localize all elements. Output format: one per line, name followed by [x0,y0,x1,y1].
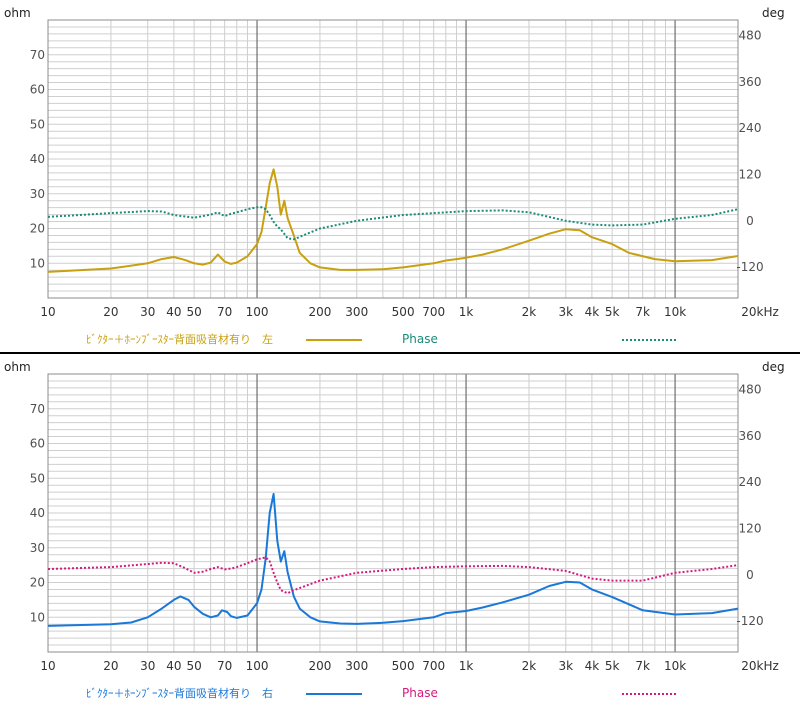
x-tick-label: 700 [422,659,445,673]
x-tick-label: 10 [40,659,55,673]
left-tick-label: 10 [30,610,45,624]
x-tick-label: 50 [186,305,201,319]
x-tick-label: 30 [140,659,155,673]
impedance-chart-right: ohm deg 10 20 30 40 50 60 70 -120 0 120 240 360 480 10 2… [4,360,785,700]
right-tick-label: 240 [739,121,762,135]
x-tick-label: 10k [664,305,686,319]
x-tick-label: 300 [345,305,368,319]
x-tick-label: 3k [558,659,573,673]
x-tick-label: 20 [103,659,118,673]
x-tick-label: 30 [140,305,155,319]
x-tick-label: 70 [217,305,232,319]
x-tick-label: 300 [345,659,368,673]
chart-divider [0,352,800,354]
left-tick-label: 20 [30,222,45,236]
left-tick-label: 10 [30,256,45,270]
right-axis-label: deg [762,6,785,20]
impedance-line [47,492,739,627]
x-tick-label: 1k [459,659,474,673]
x-tick-label: 5k [605,659,620,673]
x-tick-label: 100 [246,659,269,673]
x-tick-label: 100 [246,305,269,319]
left-tick-label: 30 [30,187,45,201]
x-tick-label: 700 [422,305,445,319]
x-tick-label: 20 [103,305,118,319]
phase-line [47,206,739,241]
x-tick-label: 2k [522,305,537,319]
x-tick-label: 20kHz [741,305,779,319]
x-tick-label: 50 [186,659,201,673]
x-tick-label: 500 [392,305,415,319]
right-tick-label: 480 [739,382,762,396]
x-tick-label: 10k [664,659,686,673]
plot-frame [47,19,739,299]
x-tick-label: 40 [166,659,181,673]
right-tick-label: -120 [736,614,763,628]
right-tick-label: 120 [739,521,762,535]
right-tick-label: 480 [739,28,762,42]
x-tick-label: 4k [585,305,600,319]
right-tick-label: 360 [739,429,762,443]
legend-impedance-label: ﾋﾞｸﾀｰ＋ﾎｰﾝﾌﾞｰｽﾀｰ背面吸音材有り 左 [86,332,273,346]
x-tick-label: 1k [459,305,474,319]
plot-frame [47,373,739,653]
x-tick-label: 20kHz [741,659,779,673]
x-tick-label: 7k [635,305,650,319]
left-tick-label: 40 [30,152,45,166]
left-axis-label: ohm [4,360,31,374]
x-tick-label: 7k [635,659,650,673]
x-tick-label: 10 [40,305,55,319]
right-tick-label: 120 [739,167,762,181]
left-tick-label: 50 [30,117,45,131]
phase-line [47,556,739,595]
x-tick-label: 5k [605,305,620,319]
x-tick-label: 70 [217,659,232,673]
x-tick-label: 200 [308,659,331,673]
right-tick-label: 360 [739,75,762,89]
right-tick-label: 0 [746,214,754,228]
left-tick-label: 70 [30,48,45,62]
impedance-chart-left: ohm deg 10 20 30 40 50 60 70 -120 0 120 240 360 480 10 2… [4,6,785,346]
right-tick-label: -120 [736,260,763,274]
x-tick-label: 2k [522,659,537,673]
x-tick-label: 3k [558,305,573,319]
impedance-line [47,168,739,273]
left-tick-label: 70 [30,402,45,416]
legend-impedance-label: ﾋﾞｸﾀｰ＋ﾎｰﾝﾌﾞｰｽﾀｰ背面吸音材有り 右 [86,686,273,700]
left-tick-label: 30 [30,541,45,555]
x-tick-label: 40 [166,305,181,319]
right-tick-label: 0 [746,568,754,582]
left-tick-label: 20 [30,576,45,590]
x-tick-label: 500 [392,659,415,673]
left-tick-label: 50 [30,471,45,485]
x-tick-label: 200 [308,305,331,319]
legend-phase-label: Phase [402,332,438,346]
x-tick-label: 4k [585,659,600,673]
right-axis-label: deg [762,360,785,374]
left-tick-label: 60 [30,83,45,97]
left-tick-label: 60 [30,437,45,451]
legend-phase-label: Phase [402,686,438,700]
left-axis-label: ohm [4,6,31,20]
left-tick-label: 40 [30,506,45,520]
right-tick-label: 240 [739,475,762,489]
